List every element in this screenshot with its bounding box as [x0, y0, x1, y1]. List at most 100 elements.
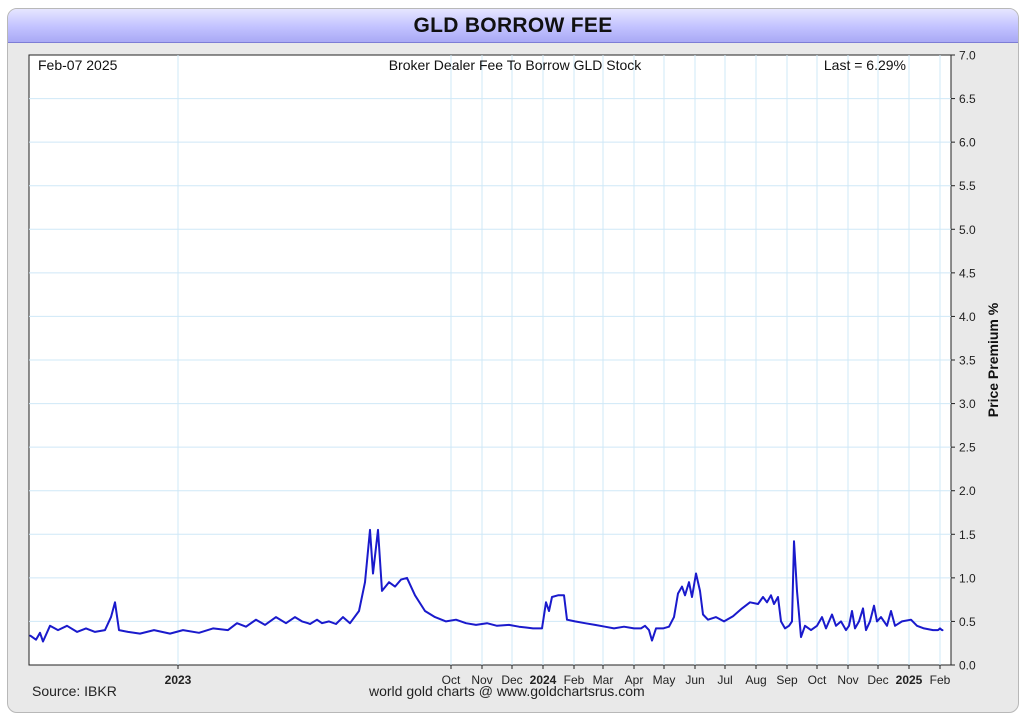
data-point	[673, 616, 675, 618]
data-point	[901, 620, 903, 623]
data-point	[486, 622, 488, 624]
y-tick-label: 4.5	[959, 266, 976, 280]
data-point	[723, 620, 725, 623]
data-point	[465, 622, 467, 624]
data-point	[800, 636, 802, 638]
data-point	[854, 627, 856, 630]
data-point	[773, 603, 775, 605]
data-point	[434, 616, 436, 618]
data-point	[848, 625, 850, 627]
y-tick-label: 6.0	[959, 136, 976, 150]
x-tick-label: 2024	[530, 673, 557, 687]
data-point	[934, 629, 936, 631]
data-point	[613, 627, 615, 630]
data-point	[518, 626, 520, 628]
data-point	[804, 625, 806, 627]
data-point	[749, 601, 751, 603]
data-point	[865, 629, 867, 631]
x-tick-label: Nov	[837, 673, 858, 687]
data-point	[42, 640, 44, 643]
data-point	[264, 624, 266, 626]
data-point	[57, 629, 59, 631]
data-point	[198, 632, 200, 634]
data-point	[876, 620, 878, 623]
data-point	[796, 590, 798, 592]
data-point	[835, 625, 837, 627]
data-point	[548, 610, 550, 612]
data-point	[594, 624, 596, 626]
data-point	[455, 619, 457, 621]
data-point	[532, 627, 534, 630]
data-point	[784, 627, 786, 630]
data-point	[496, 625, 498, 627]
data-point	[349, 622, 351, 624]
data-point	[851, 610, 853, 612]
x-tick-label: 2025	[896, 673, 923, 687]
data-point	[545, 601, 547, 603]
data-point	[377, 529, 379, 531]
data-point	[777, 596, 779, 598]
data-point	[681, 586, 683, 588]
data-point	[894, 625, 896, 627]
header-date: Feb-07 2025	[38, 57, 118, 73]
x-tick-label: Sep	[776, 673, 798, 687]
data-point	[335, 623, 337, 625]
x-tick-label: Jun	[685, 673, 704, 687]
data-point	[400, 579, 402, 581]
data-point	[114, 601, 116, 603]
data-point	[691, 596, 693, 598]
data-point	[566, 619, 568, 621]
data-point	[574, 620, 576, 623]
y-tick-label: 3.5	[959, 354, 976, 368]
y-tick-label: 2.5	[959, 441, 976, 455]
x-tick-label: Dec	[867, 673, 888, 687]
y-axis: 0.0 0.5 1.0 1.5 2.0 2.5 3.0 3.5 4.0 4.5 5.0 5.5 6.0 6…	[951, 49, 976, 673]
data-point	[651, 640, 653, 642]
data-point	[780, 620, 782, 623]
x-tick-label: Jul	[717, 673, 732, 687]
data-point	[541, 627, 543, 630]
series-group	[29, 528, 944, 643]
data-point	[702, 613, 704, 616]
data-point	[655, 627, 657, 630]
data-point	[873, 605, 875, 607]
data-point	[475, 624, 477, 626]
data-point	[766, 601, 768, 603]
data-point	[584, 622, 586, 624]
data-point	[938, 628, 940, 630]
y-tick-label: 6.5	[959, 92, 976, 106]
data-point	[699, 590, 701, 592]
y-tick-label: 7.0	[959, 49, 976, 63]
data-point	[227, 629, 229, 631]
data-point	[35, 639, 37, 641]
data-point	[821, 616, 823, 618]
data-point	[770, 594, 772, 596]
data-point	[551, 596, 553, 598]
x-tick-label: Feb	[930, 673, 951, 687]
data-point	[707, 619, 709, 621]
grid-lines	[29, 55, 951, 665]
data-point	[29, 634, 31, 637]
data-point	[153, 629, 155, 631]
data-point	[862, 607, 864, 610]
data-point	[715, 616, 717, 618]
x-tick-label: Dec	[501, 673, 522, 687]
data-point	[762, 596, 764, 598]
data-point	[633, 627, 635, 630]
y-tick-label: 0.0	[959, 659, 976, 673]
data-point	[236, 622, 238, 624]
data-point	[741, 607, 743, 610]
y-tick-label: 4.0	[959, 310, 976, 324]
chart-title: GLD BORROW FEE	[8, 9, 1018, 43]
data-point	[623, 626, 625, 628]
data-point	[923, 627, 925, 630]
data-point	[364, 581, 366, 583]
data-point	[936, 629, 938, 631]
data-point	[662, 627, 664, 630]
chart-subtitle: Broker Dealer Fee To Borrow GLD Stock	[389, 57, 643, 73]
data-point	[939, 627, 941, 630]
x-tick-label: May	[653, 673, 676, 687]
data-point	[840, 620, 842, 623]
data-point	[788, 625, 790, 627]
